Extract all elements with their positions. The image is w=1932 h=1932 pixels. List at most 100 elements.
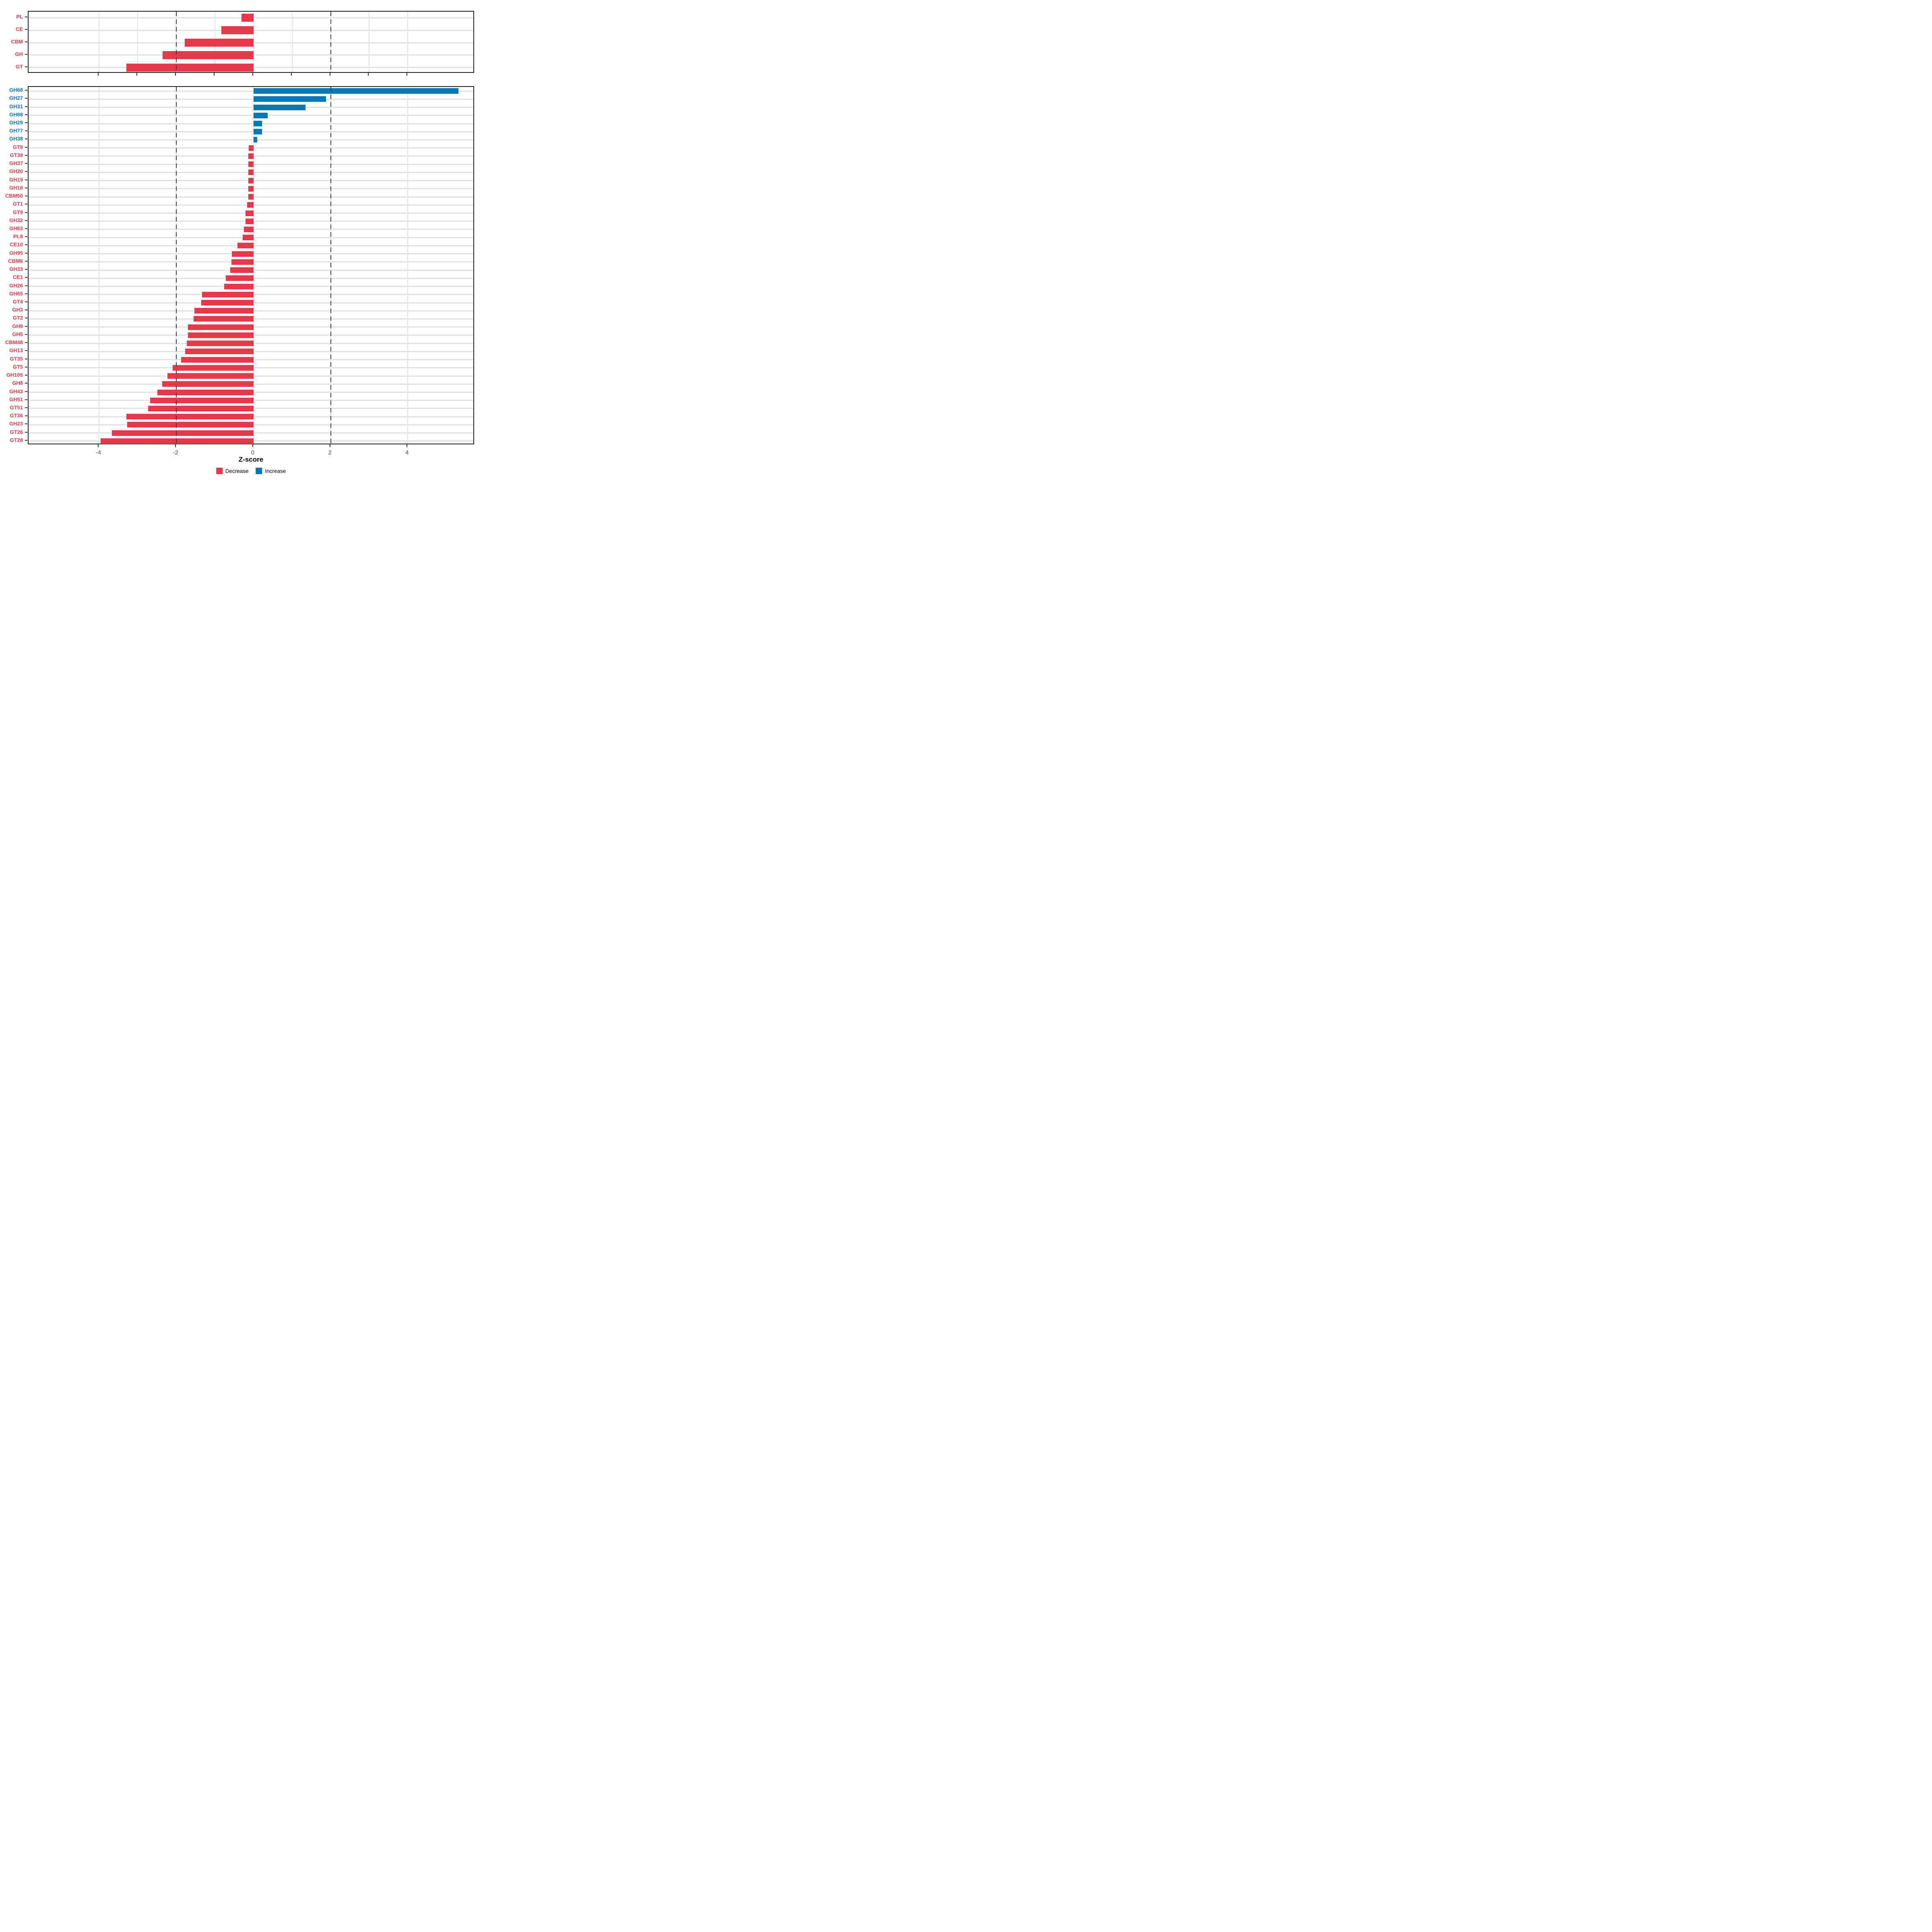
y-axis-label-GT51: GT51: [10, 404, 23, 411]
y-axis-label-GH43: GH43: [9, 388, 23, 394]
y-axis-label-PL: PL: [16, 14, 23, 20]
x-axis-tick: [252, 444, 253, 447]
y-axis-tick: [25, 277, 27, 278]
x-axis-tick: [291, 73, 292, 76]
bar-GT35: [181, 357, 254, 363]
y-axis-label-GT36: GT36: [10, 413, 23, 419]
y-axis-label-GH95: GH95: [9, 250, 23, 256]
y-axis-label-CE: CE: [15, 26, 23, 33]
bar-GH8: [162, 381, 254, 387]
y-axis-label-GH26: GH26: [9, 282, 23, 289]
y-axis-label-GH68: GH68: [9, 87, 23, 93]
y-axis-tick: [25, 114, 27, 115]
x-axis-tick: [175, 73, 176, 76]
bar-GH19: [248, 178, 254, 184]
y-axis-tick: [25, 301, 27, 303]
x-axis-tick: [368, 73, 369, 76]
bar-GT1: [247, 202, 254, 208]
y-axis-label-GH: GH: [15, 51, 23, 57]
bar-GT4: [201, 300, 254, 306]
gridline-x: [291, 12, 293, 72]
bar-GT28: [101, 438, 254, 444]
y-axis-tick: [25, 54, 27, 55]
gridline-x: [137, 12, 138, 72]
y-axis-label-GH19: GH19: [9, 176, 23, 183]
legend-label-increase: Increase: [265, 468, 286, 474]
bar-GH32: [245, 218, 254, 224]
y-axis-tick: [25, 41, 27, 42]
y-axis-tick: [25, 431, 27, 433]
y-axis-tick: [25, 163, 27, 164]
bar-GH38: [253, 137, 258, 143]
panel-class-summary: [28, 11, 474, 73]
y-axis-label-GH20: GH20: [9, 168, 23, 175]
y-axis-tick: [25, 138, 27, 140]
y-axis-label-GH37: GH37: [9, 160, 23, 167]
y-axis-tick: [25, 244, 27, 246]
y-axis-label-GH18: GH18: [9, 184, 23, 191]
legend-swatch-decrease: [216, 468, 223, 474]
bar-GH77: [253, 129, 262, 135]
bar-GT26: [112, 430, 254, 436]
y-axis-label-GH32: GH32: [9, 217, 23, 223]
y-axis-tick: [25, 90, 27, 91]
x-axis-tick: [175, 444, 176, 447]
y-axis-label-CE10: CE10: [10, 242, 23, 248]
bar-GH68: [253, 88, 458, 94]
reference-line: [176, 12, 177, 72]
y-axis-label-GH5: GH5: [12, 331, 23, 337]
bar-GH20: [248, 169, 254, 175]
y-axis-tick: [25, 399, 27, 400]
x-axis-tick-label: 0: [251, 449, 254, 456]
y-axis-tick: [25, 155, 27, 156]
y-axis-label-GH38: GH38: [9, 136, 23, 142]
bar-GH13: [185, 349, 254, 355]
y-axis-label-CBM: CBM: [11, 39, 23, 45]
x-axis-tick-label: -2: [173, 449, 178, 456]
y-axis-tick: [25, 440, 27, 441]
bar-GH65: [202, 291, 254, 297]
reference-line: [330, 87, 331, 444]
bar-CE1: [225, 275, 254, 281]
bar-GT51: [148, 405, 254, 411]
y-axis-label-GH29: GH29: [9, 120, 23, 126]
gridline-row: [29, 107, 473, 108]
bar-GH3: [194, 308, 254, 314]
x-axis-tick: [213, 73, 215, 76]
y-axis-tick: [25, 269, 27, 270]
bar-GT: [126, 63, 254, 72]
y-axis-tick: [25, 98, 27, 99]
x-axis-tick: [136, 73, 138, 76]
y-axis-label-GT26: GT26: [10, 429, 23, 435]
gridline-row: [29, 115, 473, 116]
y-axis-label-GT39: GT39: [10, 152, 23, 158]
y-axis-tick: [25, 415, 27, 417]
y-axis-tick: [25, 147, 27, 148]
bar-GH18: [248, 186, 254, 192]
bar-CBM50: [248, 194, 254, 200]
bar-GH: [162, 51, 254, 59]
cazyme-zscore-chart: Z-score Decrease Increase PL CE CBM GH GT GH6…: [0, 0, 483, 483]
x-axis-title: Z-score: [238, 456, 264, 463]
y-axis-label-GT2: GT2: [12, 315, 23, 321]
bar-CBM: [185, 39, 254, 47]
y-axis-tick: [25, 407, 27, 408]
y-axis-label-GH27: GH27: [9, 95, 23, 101]
y-axis-label-GT9: GT9: [12, 209, 23, 215]
bar-GH5: [188, 332, 254, 338]
legend: Decrease Increase: [216, 468, 286, 474]
y-axis-label-CBM48: CBM48: [5, 339, 23, 346]
bar-GT9: [245, 210, 254, 216]
bar-CE10: [237, 243, 254, 249]
x-axis-tick-label: 4: [405, 449, 409, 456]
bar-GT2: [194, 316, 254, 322]
y-axis-tick: [25, 260, 27, 262]
gridline-x: [253, 12, 254, 72]
y-axis-label-GT: GT: [15, 63, 23, 70]
bar-GH37: [248, 161, 254, 167]
y-axis-label-GT28: GT28: [10, 437, 23, 443]
y-axis-tick: [25, 66, 27, 67]
x-axis-tick: [252, 73, 253, 76]
y-axis-label-GH3: GH3: [12, 307, 23, 313]
y-axis-label-CBM50: CBM50: [5, 193, 23, 199]
